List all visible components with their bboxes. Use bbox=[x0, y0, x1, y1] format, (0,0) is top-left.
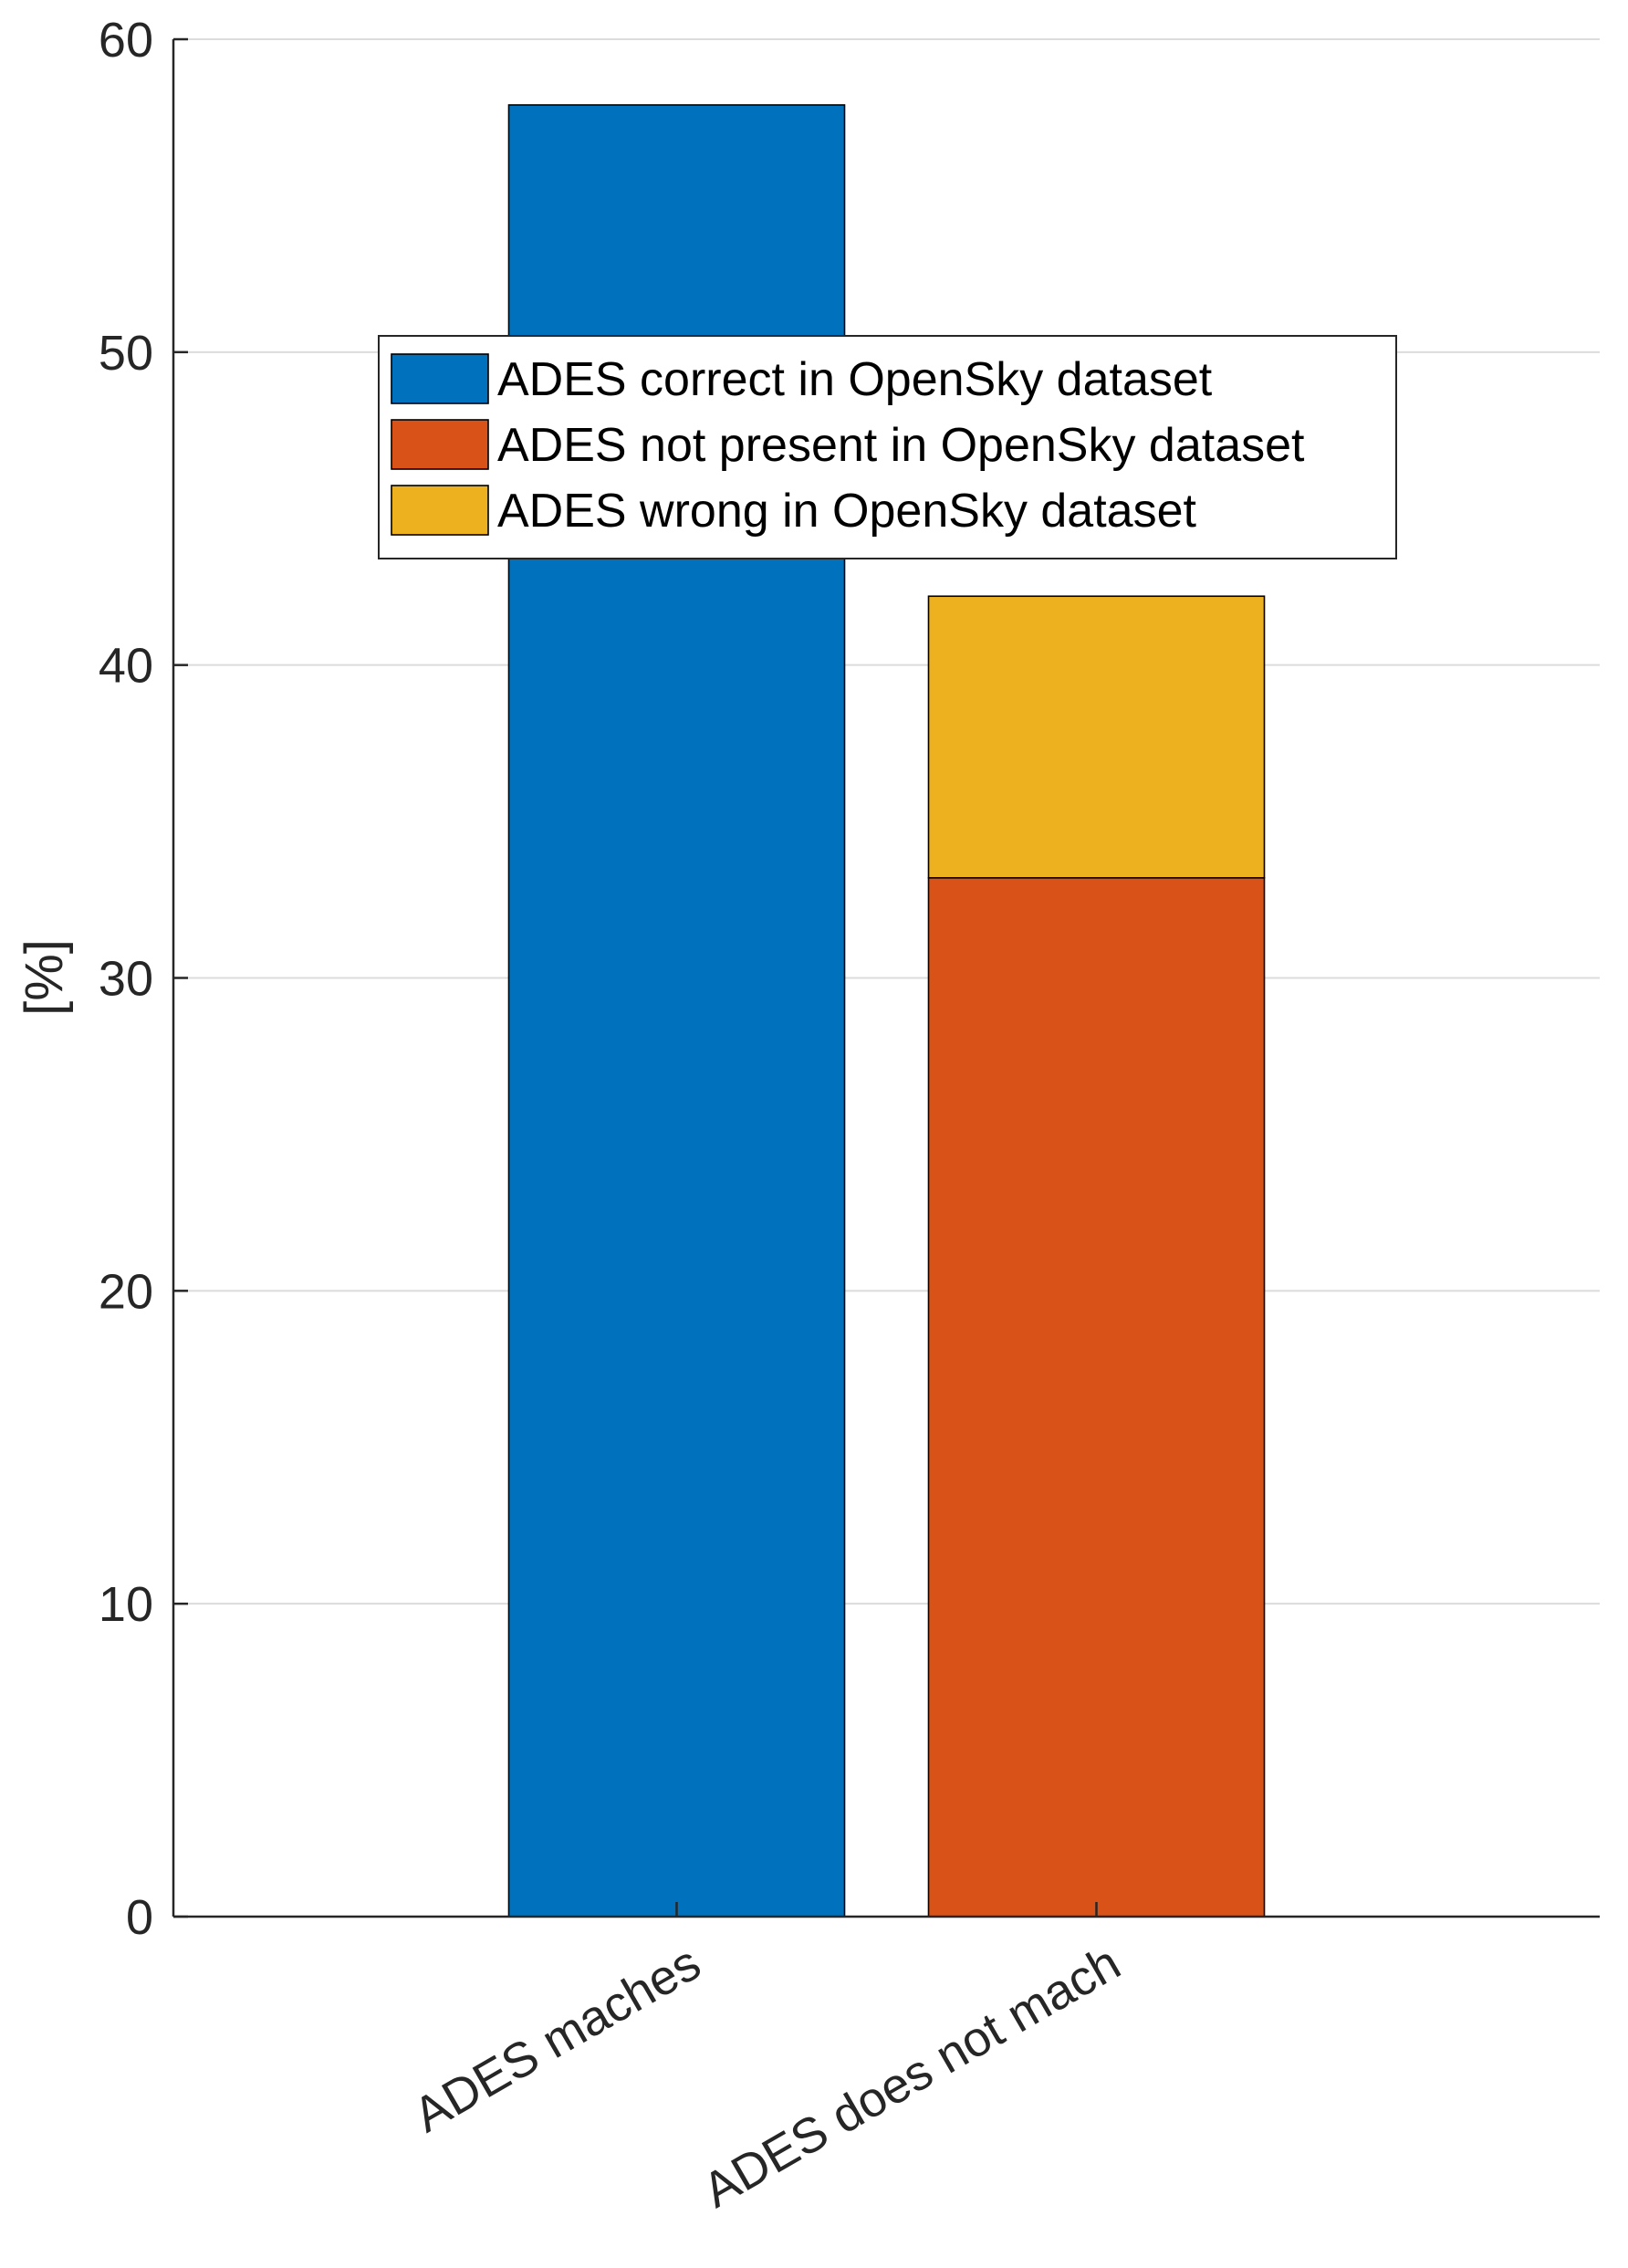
legend-swatch bbox=[391, 419, 489, 470]
y-tick-label: 10 bbox=[99, 1577, 153, 1632]
y-tick-label: 50 bbox=[99, 326, 153, 381]
bar-2-series-3 bbox=[927, 595, 1266, 879]
legend-label: ADES correct in OpenSky dataset bbox=[497, 353, 1213, 406]
y-ticks: 0 10 20 30 40 50 60 bbox=[99, 13, 188, 1945]
legend-label: ADES not present in OpenSky dataset bbox=[497, 419, 1305, 472]
y-tick-label: 20 bbox=[99, 1264, 153, 1319]
legend-swatch bbox=[391, 485, 489, 536]
legend: ADES correct in OpenSky dataset ADES not … bbox=[378, 335, 1397, 559]
legend-swatch bbox=[391, 353, 489, 404]
y-tick-label: 0 bbox=[126, 1890, 153, 1945]
y-tick-label: 40 bbox=[99, 639, 153, 694]
y-tick-label: 30 bbox=[99, 952, 153, 1007]
y-axis-label: [%] bbox=[15, 939, 74, 1016]
legend-label: ADES wrong in OpenSky dataset bbox=[497, 485, 1197, 538]
legend-box bbox=[378, 335, 1397, 559]
grid-lines bbox=[173, 38, 1600, 1605]
bar-2-series-2 bbox=[927, 876, 1266, 1918]
y-tick-label: 60 bbox=[99, 13, 153, 68]
